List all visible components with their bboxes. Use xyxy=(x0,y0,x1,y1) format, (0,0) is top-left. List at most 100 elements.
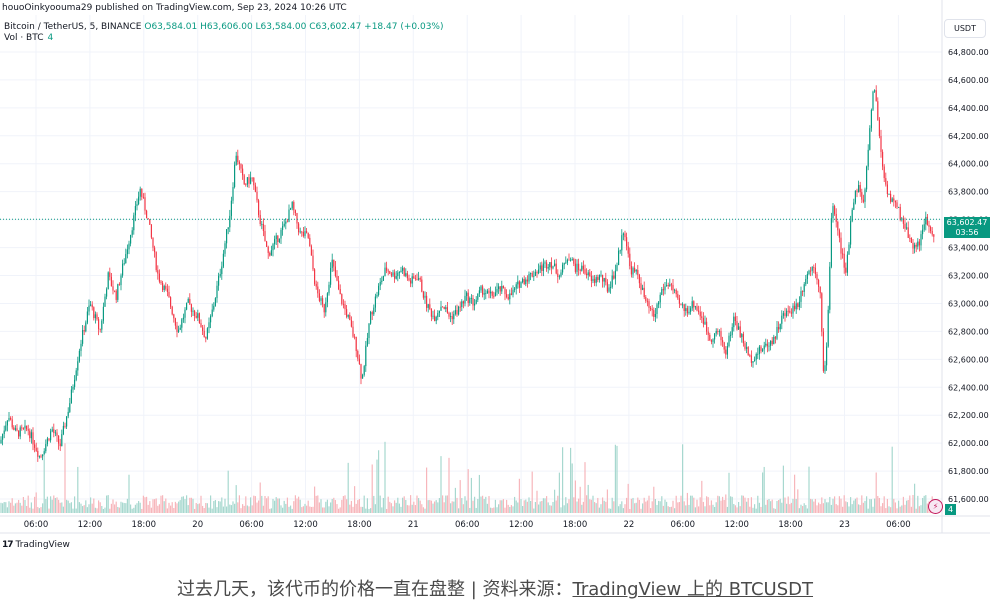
candle-body xyxy=(216,285,218,299)
candle-body xyxy=(286,221,288,223)
volume-bar xyxy=(634,503,636,513)
currency-button[interactable]: USDT xyxy=(944,19,986,38)
candle-body xyxy=(432,315,434,317)
candle-body xyxy=(282,226,284,230)
volume-bar xyxy=(621,501,623,513)
volume-bar xyxy=(32,508,34,513)
volume-bar xyxy=(371,464,373,513)
candle-body xyxy=(312,255,314,270)
volume-bar xyxy=(66,499,68,513)
volume-bar xyxy=(427,500,429,513)
candle-body xyxy=(845,267,847,273)
last-price-tag: 63,602.47 03:56 xyxy=(944,217,990,238)
candle-body xyxy=(642,287,644,290)
volume-bar xyxy=(630,498,632,513)
candle-body xyxy=(918,241,920,246)
candle-body xyxy=(91,304,93,308)
volume-bar xyxy=(906,500,908,513)
tradingview-logo[interactable]: 17 TradingView xyxy=(2,540,70,550)
volume-bar xyxy=(376,459,378,513)
x-tick-label: 20 xyxy=(192,520,203,530)
symbol-title: Bitcoin / TetherUS, 5, BINANCE xyxy=(4,22,142,32)
volume-bar xyxy=(547,502,549,513)
chart-panel[interactable]: 61,600.00 61,800.00 62,000.00 62,200.00 62,4… xyxy=(0,0,990,552)
volume-bar xyxy=(448,457,450,513)
volume-bar xyxy=(502,499,504,513)
volume-bar xyxy=(808,466,810,513)
candle-body xyxy=(258,200,260,215)
candle-body xyxy=(597,277,599,280)
candle-body xyxy=(618,250,620,266)
candle-body xyxy=(306,231,308,233)
candle-body xyxy=(640,283,642,290)
volume-bar xyxy=(698,506,700,513)
volume-bar xyxy=(333,497,335,513)
candle-body xyxy=(875,90,877,102)
volume-bar xyxy=(550,505,552,513)
volume-bar xyxy=(786,503,788,513)
candle-body xyxy=(490,291,492,294)
volume-bar xyxy=(96,508,98,513)
candle-body xyxy=(299,231,301,233)
candle-body xyxy=(734,316,736,322)
volume-bar xyxy=(355,503,357,513)
x-tick-label: 06:00 xyxy=(671,520,696,530)
candle-body xyxy=(344,304,346,310)
candle-body xyxy=(867,149,869,167)
volume-bar xyxy=(666,501,668,513)
candle-body xyxy=(133,215,135,231)
candle-body xyxy=(427,304,429,308)
volume-bar xyxy=(53,495,55,513)
candle-body xyxy=(75,370,77,380)
price-chart[interactable]: 61,600.00 61,800.00 62,000.00 62,200.00 62,4… xyxy=(0,0,990,552)
candle-body xyxy=(179,327,181,330)
candle-body xyxy=(142,196,144,198)
volume-bar xyxy=(91,503,93,513)
volume-bar xyxy=(229,504,231,513)
candle-body xyxy=(800,291,802,302)
volume-bar xyxy=(27,495,29,513)
candle-body xyxy=(533,275,535,277)
volume-bar xyxy=(278,498,280,513)
volume-bar xyxy=(573,497,575,513)
candle-body xyxy=(683,304,685,312)
volume-bar xyxy=(827,502,829,513)
volume-bar xyxy=(227,470,229,513)
volume-bar xyxy=(198,503,200,513)
candle-body xyxy=(374,296,376,308)
volume-bar xyxy=(797,489,799,513)
candle-body xyxy=(770,340,772,346)
volume-bar xyxy=(168,502,170,513)
candle-body xyxy=(518,281,520,288)
caption-link[interactable]: TradingView 上的 BTCUSDT xyxy=(572,579,814,600)
candle-body xyxy=(523,279,525,285)
volume-bar xyxy=(379,495,381,513)
volume-bar xyxy=(125,503,127,513)
candle-body xyxy=(434,315,436,322)
candle-body xyxy=(850,221,852,245)
volume-bar xyxy=(512,506,514,513)
candle-body xyxy=(86,311,88,323)
volume-bar xyxy=(234,503,236,513)
volume-bar xyxy=(734,505,736,513)
candle-body xyxy=(712,339,714,342)
candle-body xyxy=(682,304,684,306)
y-tick-label: 64,400.00 xyxy=(948,104,989,113)
candle-body xyxy=(371,312,373,315)
volume-bar xyxy=(354,486,356,513)
candle-body xyxy=(59,443,61,447)
alert-icon[interactable]: ⚡ xyxy=(928,499,943,514)
candle-body xyxy=(88,305,90,312)
candle-body xyxy=(114,290,116,292)
candle-body xyxy=(210,316,212,323)
candle-body xyxy=(461,301,463,307)
candle-body xyxy=(314,269,316,284)
candle-body xyxy=(110,276,112,287)
volume-bar xyxy=(765,504,767,513)
candle-body xyxy=(675,289,677,295)
volume-bar xyxy=(323,507,325,513)
volume-bar xyxy=(464,496,466,513)
candle-body xyxy=(806,273,808,279)
volume-bar xyxy=(101,505,103,513)
volume-bar xyxy=(882,503,884,513)
